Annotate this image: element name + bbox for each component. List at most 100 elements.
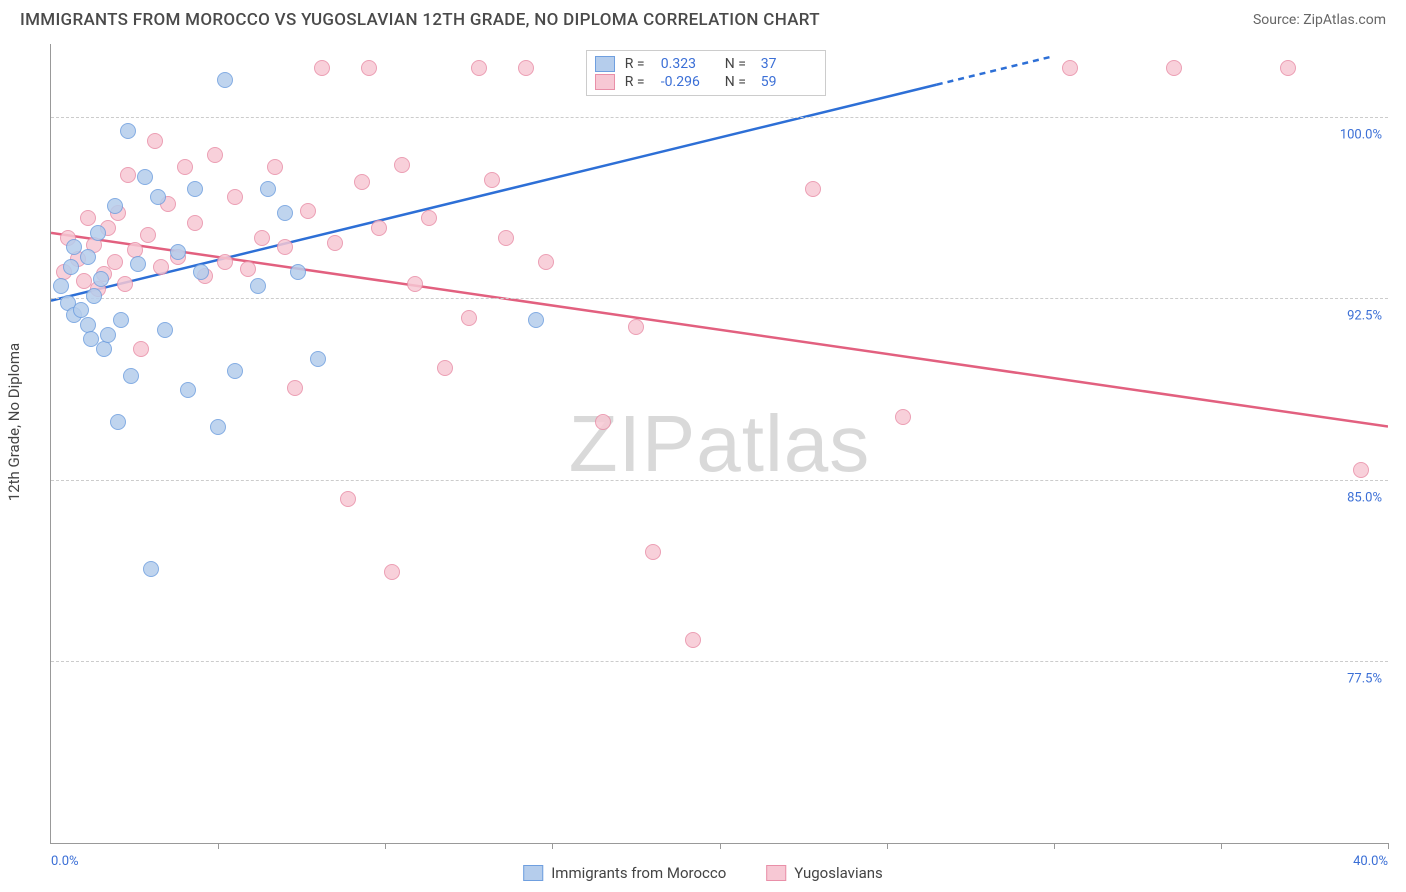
point-series-a — [110, 414, 126, 430]
point-series-b — [133, 341, 149, 357]
y-axis-tick-label: 92.5% — [1347, 309, 1382, 324]
x-axis-tick — [720, 843, 721, 849]
gridline — [51, 298, 1388, 299]
point-series-a — [157, 322, 173, 338]
point-series-a — [193, 264, 209, 280]
point-series-a — [86, 288, 102, 304]
swatch-series-a — [595, 56, 615, 72]
point-series-b — [147, 133, 163, 149]
point-series-b — [628, 319, 644, 335]
x-axis-tick — [385, 843, 386, 849]
point-series-a — [90, 225, 106, 241]
point-series-b — [354, 174, 370, 190]
point-series-a — [170, 244, 186, 260]
point-series-b — [300, 203, 316, 219]
point-series-b — [437, 360, 453, 376]
point-series-b — [127, 242, 143, 258]
point-series-a — [150, 189, 166, 205]
point-series-b — [1353, 462, 1369, 478]
swatch-series-a — [523, 865, 543, 881]
stats-row-a: R = 0.323 N = 37 — [595, 55, 815, 73]
point-series-a — [96, 341, 112, 357]
point-series-b — [361, 60, 377, 76]
stats-row-b: R = -0.296 N = 59 — [595, 73, 815, 91]
stats-legend: R = 0.323 N = 37 R = -0.296 N = 59 — [586, 50, 826, 96]
point-series-b — [421, 210, 437, 226]
point-series-a — [93, 271, 109, 287]
point-series-a — [80, 317, 96, 333]
point-series-b — [685, 632, 701, 648]
point-series-a — [63, 259, 79, 275]
point-series-b — [1166, 60, 1182, 76]
point-series-b — [327, 235, 343, 251]
gridline — [51, 117, 1388, 118]
point-series-b — [314, 60, 330, 76]
point-series-a — [310, 351, 326, 367]
point-series-b — [254, 230, 270, 246]
point-series-b — [240, 261, 256, 277]
point-series-b — [227, 189, 243, 205]
point-series-b — [120, 167, 136, 183]
point-series-b — [207, 147, 223, 163]
point-series-a — [130, 256, 146, 272]
point-series-b — [461, 310, 477, 326]
x-axis-tick — [1054, 843, 1055, 849]
y-axis-tick-label: 85.0% — [1347, 490, 1382, 505]
point-series-a — [143, 561, 159, 577]
point-series-b — [277, 239, 293, 255]
gridline — [51, 661, 1388, 662]
gridline — [51, 480, 1388, 481]
chart-area: ZIPatlas R = 0.323 N = 37 R = -0.296 N =… — [50, 44, 1388, 844]
point-series-a — [260, 181, 276, 197]
x-axis-tick — [552, 843, 553, 849]
y-axis-title-wrap: 12th Grade, No Diploma — [0, 0, 50, 844]
swatch-series-b — [766, 865, 786, 881]
chart-title: IMMIGRANTS FROM MOROCCO VS YUGOSLAVIAN 1… — [20, 10, 820, 30]
x-axis-min-label: 0.0% — [51, 854, 79, 869]
point-series-a — [187, 181, 203, 197]
point-series-a — [180, 382, 196, 398]
point-series-b — [1062, 60, 1078, 76]
point-series-b — [187, 215, 203, 231]
point-series-b — [538, 254, 554, 270]
point-series-b — [153, 259, 169, 275]
point-series-b — [498, 230, 514, 246]
x-axis-max-label: 40.0% — [1353, 854, 1388, 869]
point-series-a — [100, 327, 116, 343]
trend-lines — [51, 44, 1388, 843]
plot-region: ZIPatlas R = 0.323 N = 37 R = -0.296 N =… — [50, 44, 1388, 844]
legend-item-a: Immigrants from Morocco — [523, 864, 726, 882]
point-series-b — [645, 544, 661, 560]
point-series-b — [384, 564, 400, 580]
point-series-b — [394, 157, 410, 173]
point-series-b — [518, 60, 534, 76]
point-series-a — [227, 363, 243, 379]
point-series-a — [123, 368, 139, 384]
point-series-a — [290, 264, 306, 280]
point-series-b — [805, 181, 821, 197]
y-axis-tick-label: 100.0% — [1340, 127, 1382, 142]
point-series-b — [340, 491, 356, 507]
y-axis-tick-label: 77.5% — [1347, 672, 1382, 687]
legend-item-b: Yugoslavians — [766, 864, 883, 882]
x-axis-tick — [1388, 843, 1389, 849]
point-series-a — [80, 249, 96, 265]
chart-source: Source: ZipAtlas.com — [1253, 12, 1386, 28]
watermark: ZIPatlas — [569, 398, 870, 490]
point-series-b — [484, 172, 500, 188]
x-axis-tick — [218, 843, 219, 849]
point-series-a — [107, 198, 123, 214]
point-series-b — [217, 254, 233, 270]
point-series-a — [137, 169, 153, 185]
point-series-b — [117, 276, 133, 292]
point-series-b — [595, 414, 611, 430]
point-series-b — [471, 60, 487, 76]
point-series-b — [1280, 60, 1296, 76]
point-series-a — [250, 278, 266, 294]
x-axis-tick — [1221, 843, 1222, 849]
point-series-a — [53, 278, 69, 294]
point-series-b — [407, 276, 423, 292]
chart-header: IMMIGRANTS FROM MOROCCO VS YUGOSLAVIAN 1… — [0, 0, 1406, 36]
point-series-a — [113, 312, 129, 328]
point-series-a — [277, 205, 293, 221]
